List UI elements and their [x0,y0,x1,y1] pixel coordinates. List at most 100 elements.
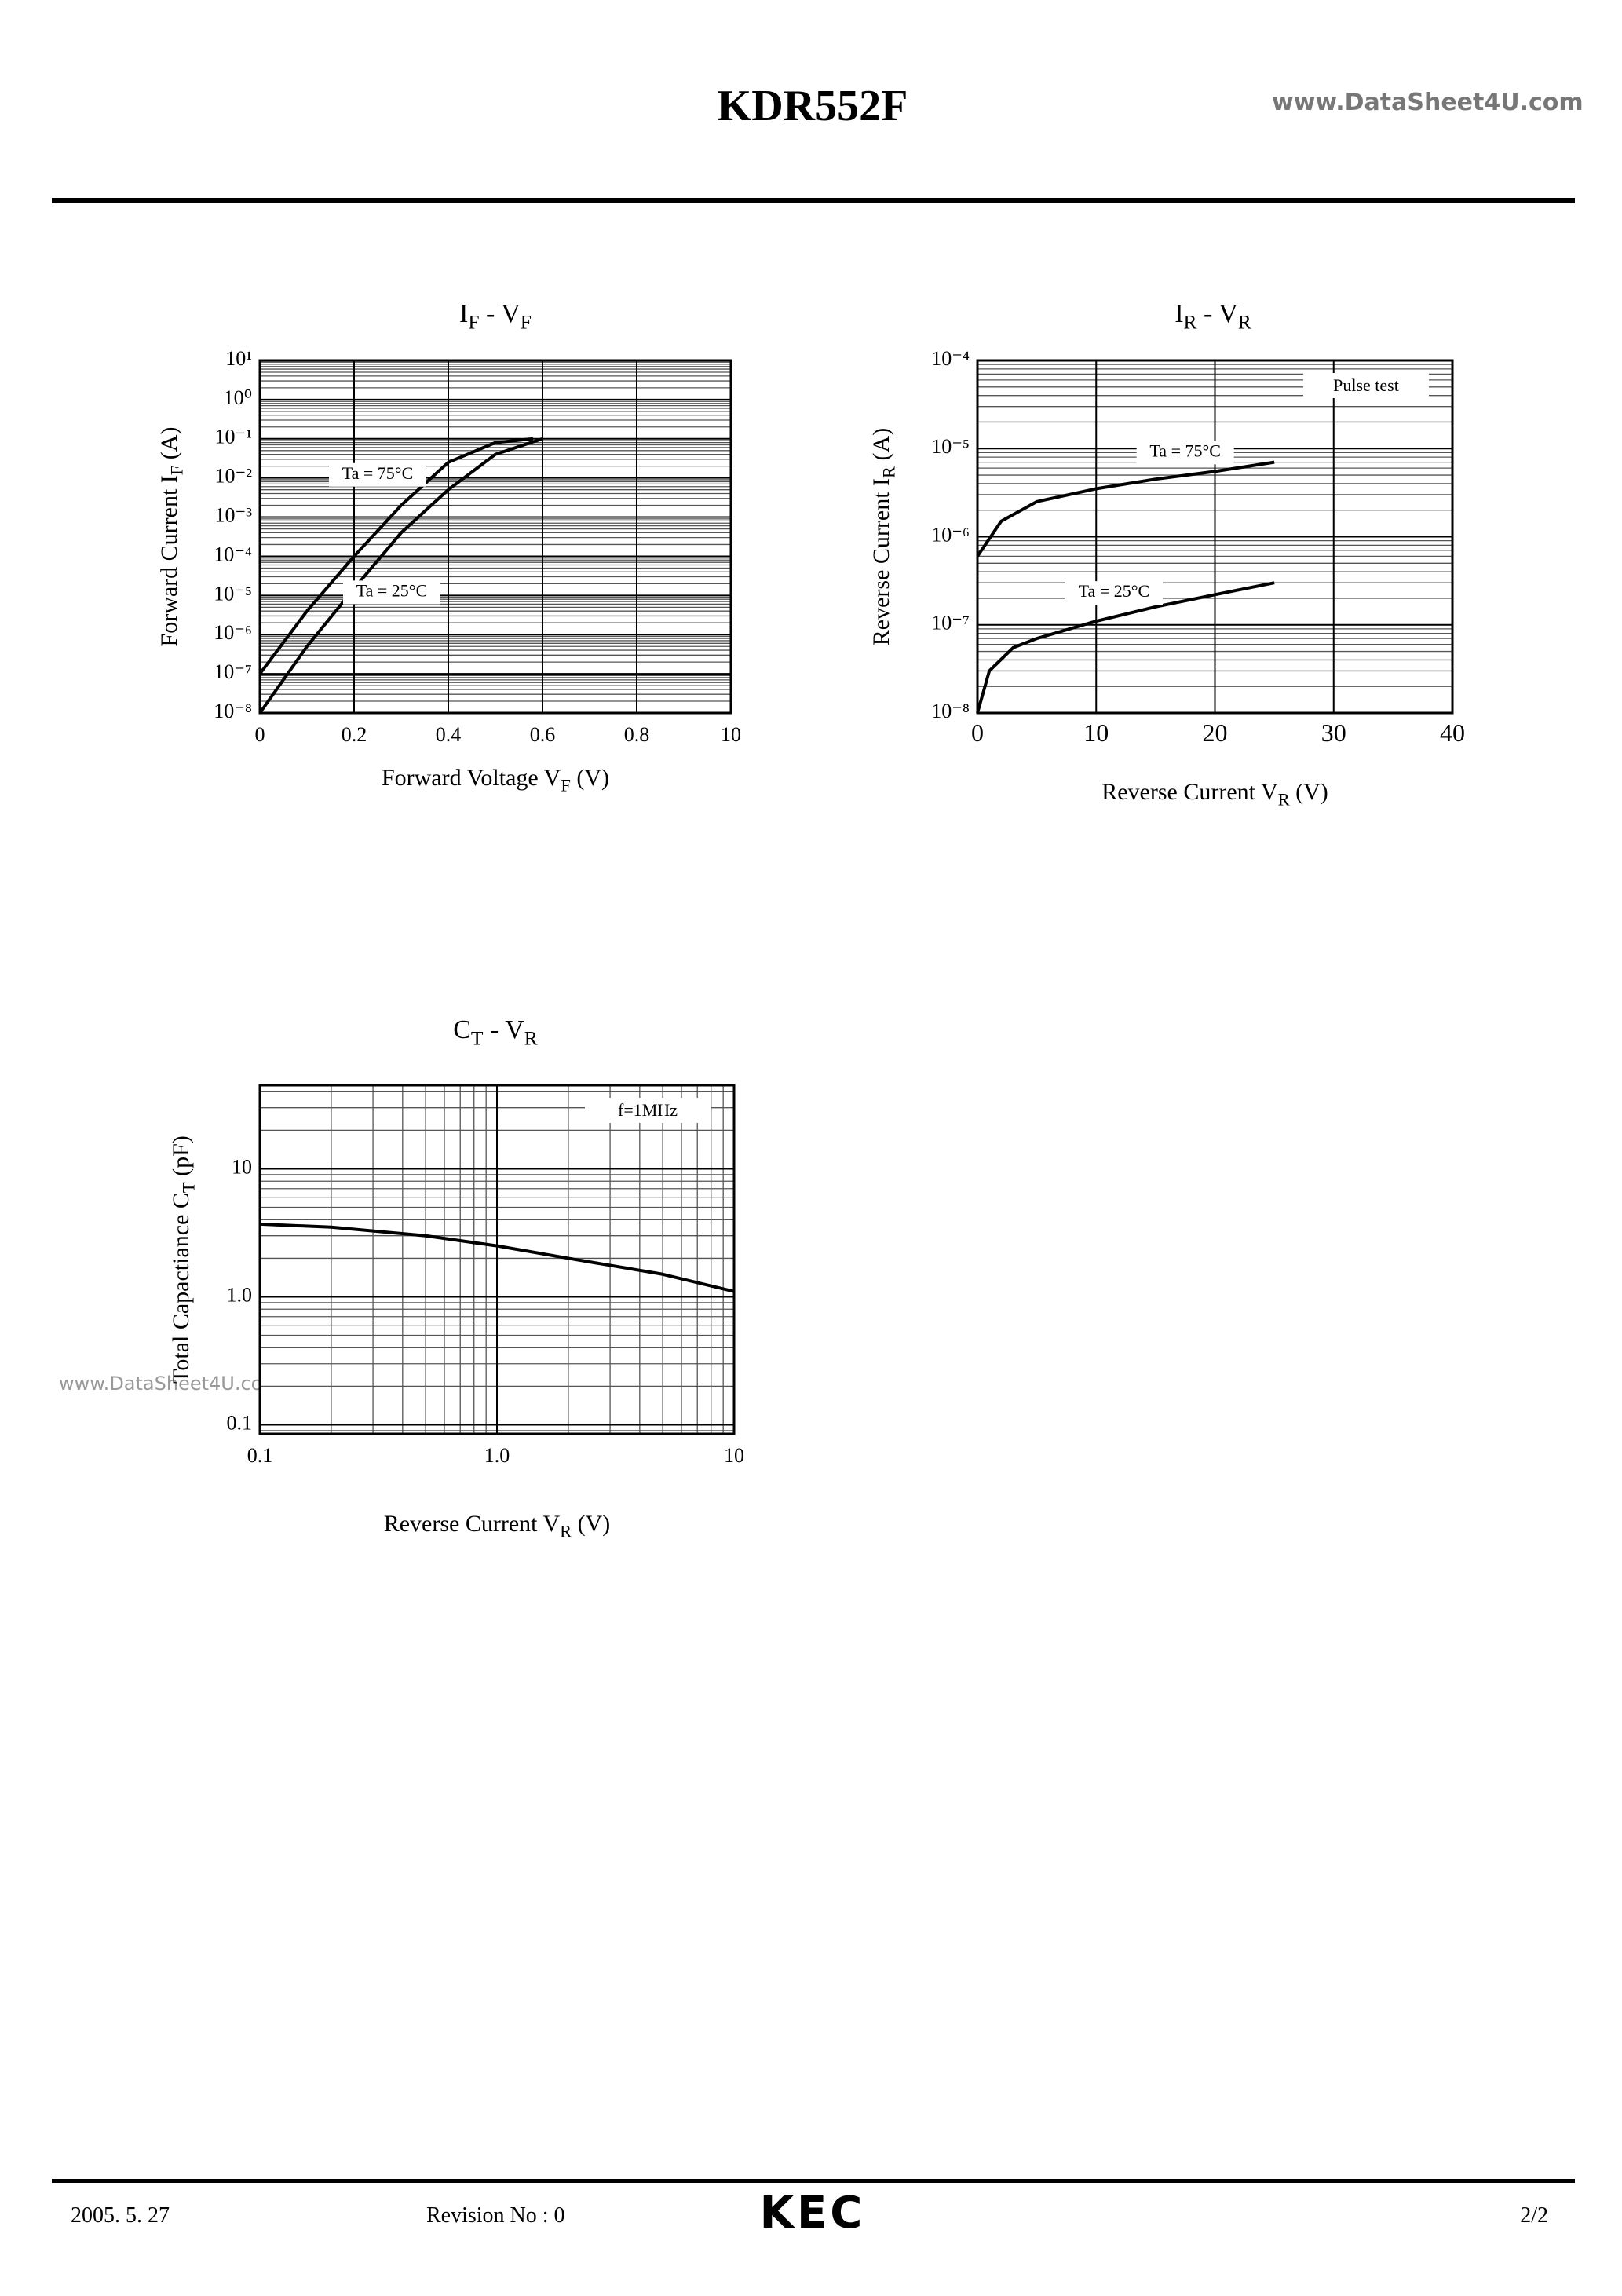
chart-title-part: R [524,1027,538,1050]
series-line [259,1222,735,1293]
y-axis-label-part: Forward Current I [156,475,182,646]
chart-title: CT - VR [453,1015,538,1050]
y-tick-label: 10⁻⁸ [931,700,970,722]
chart-title-part: R [1238,311,1251,334]
x-tick-label: 10 [724,1444,744,1467]
x-axis-label-part: R [1278,790,1290,810]
y-tick-label: 10⁻³ [214,504,252,527]
bottom-rule [52,2179,1575,2183]
y-tick-label: 10⁻⁷ [214,660,252,683]
footer-date: 2005. 5. 27 [71,2203,170,2228]
chart-title-part: - V [480,299,521,328]
footer-revision: Revision No : 0 [426,2203,565,2228]
series-label-bg [343,580,440,605]
x-tick-label: 0.4 [436,723,462,746]
chart-title: IF - VF [459,299,532,334]
y-axis-label-part: Total Capactiance C [168,1193,194,1384]
y-tick-label: 10⁰ [224,386,252,409]
x-tick-label: 0.1 [247,1444,273,1467]
y-tick-label: 10⁻¹ [214,426,252,448]
chart-title-part: T [471,1027,484,1050]
x-tick-label: 1.0 [484,1444,510,1467]
doc-title: KDR552F [718,82,908,130]
x-axis-label-part: R [560,1522,572,1541]
x-tick-label: 10 [1083,718,1109,747]
y-axis-label-part: Reverse Current I [868,478,894,645]
plot-frame [258,359,732,715]
y-tick-label: 10⁻⁴ [214,543,252,565]
y-axis-label-part: R [879,466,899,478]
x-axis-label-part: (V) [571,765,609,791]
y-tick-label: 10⁻⁵ [931,435,970,458]
y-axis-label-part: F [167,466,187,476]
annotation-bg [1303,373,1429,398]
x-tick-label: 30 [1321,718,1346,747]
watermark: www.DataSheet4U.com [59,1373,281,1395]
chart-title-part: I [459,299,468,328]
series-label: Ta = 25°C [356,580,428,600]
plot-background [260,360,731,713]
chart-title-part: F [468,311,479,334]
x-axis-label-part: Reverse Current V [384,1511,561,1537]
series-label-bg [1065,581,1163,605]
y-axis-label-part: (A) [156,427,182,466]
series-label: Ta = 75°C [1149,441,1221,460]
annotation-bg [585,1098,711,1123]
x-axis-label: Reverse Current VR (V) [384,1511,611,1541]
y-axis-label: Reverse Current IR (A) [868,428,899,645]
y-axis-label-part: T [179,1182,199,1193]
series-line [258,437,543,715]
chart-title-part: R [1184,311,1197,334]
y-tick-label: 10⁻⁷ [931,612,970,634]
x-axis-label-part: (V) [572,1511,610,1537]
chart-title: IR - VR [1174,299,1251,334]
footer-page: 2/2 [1520,2203,1548,2228]
series-label-bg [329,462,426,487]
top-rule [52,198,1575,203]
header-watermark: www.DataSheet4U.com [1272,89,1584,116]
y-tick-label: 10¹ [225,347,252,370]
x-tick-label: 10 [721,723,741,746]
y-tick-label: 10⁻⁸ [214,700,252,722]
x-axis-label-part: Forward Voltage V [382,765,561,791]
x-tick-label: 20 [1203,718,1228,747]
series-line [258,437,534,675]
x-axis-label-part: Reverse Current V [1101,779,1278,805]
x-tick-label: 0.6 [530,723,556,746]
series-line [976,460,1275,558]
chart-title-part: - V [483,1015,524,1044]
y-tick-label: 10⁻² [214,465,252,488]
y-axis-label: Total Capactiance CT (pF) [168,1135,199,1384]
y-tick-label: 10⁻⁵ [214,582,252,605]
y-tick-label: 0.1 [227,1411,253,1434]
x-tick-label: 0 [971,718,984,747]
y-axis-label: Forward Current IF (A) [156,427,187,647]
y-axis-label-part: (pF) [168,1135,194,1182]
chart-title-part: C [453,1015,471,1044]
y-tick-label: 1.0 [227,1283,253,1306]
annotation: Pulse test [1333,375,1399,395]
series-label: Ta = 25°C [1079,581,1150,601]
y-tick-label: 10⁻⁶ [214,621,252,644]
series-line [976,581,1275,714]
plot-frame [976,359,1454,715]
annotation: f=1MHz [618,1100,678,1120]
plot-frame [258,1084,736,1435]
y-tick-label: 10⁻⁶ [931,523,970,546]
x-tick-label: 0.8 [624,723,650,746]
x-tick-label: 0.2 [342,723,367,746]
chart-title-part: - V [1197,299,1239,328]
y-tick-label: 10⁻⁴ [931,347,970,370]
series-label-bg [1136,441,1234,465]
x-axis-label: Reverse Current VR (V) [1101,779,1328,810]
x-tick-label: 40 [1440,718,1465,747]
y-tick-label: 10 [232,1155,252,1178]
chart-title-part: I [1174,299,1183,328]
x-tick-label: 0 [255,723,265,746]
footer-logo: KEC [760,2188,866,2239]
chart-title-part: F [521,311,532,334]
series-label: Ta = 75°C [342,463,414,483]
y-axis-label-part: (A) [868,428,894,466]
